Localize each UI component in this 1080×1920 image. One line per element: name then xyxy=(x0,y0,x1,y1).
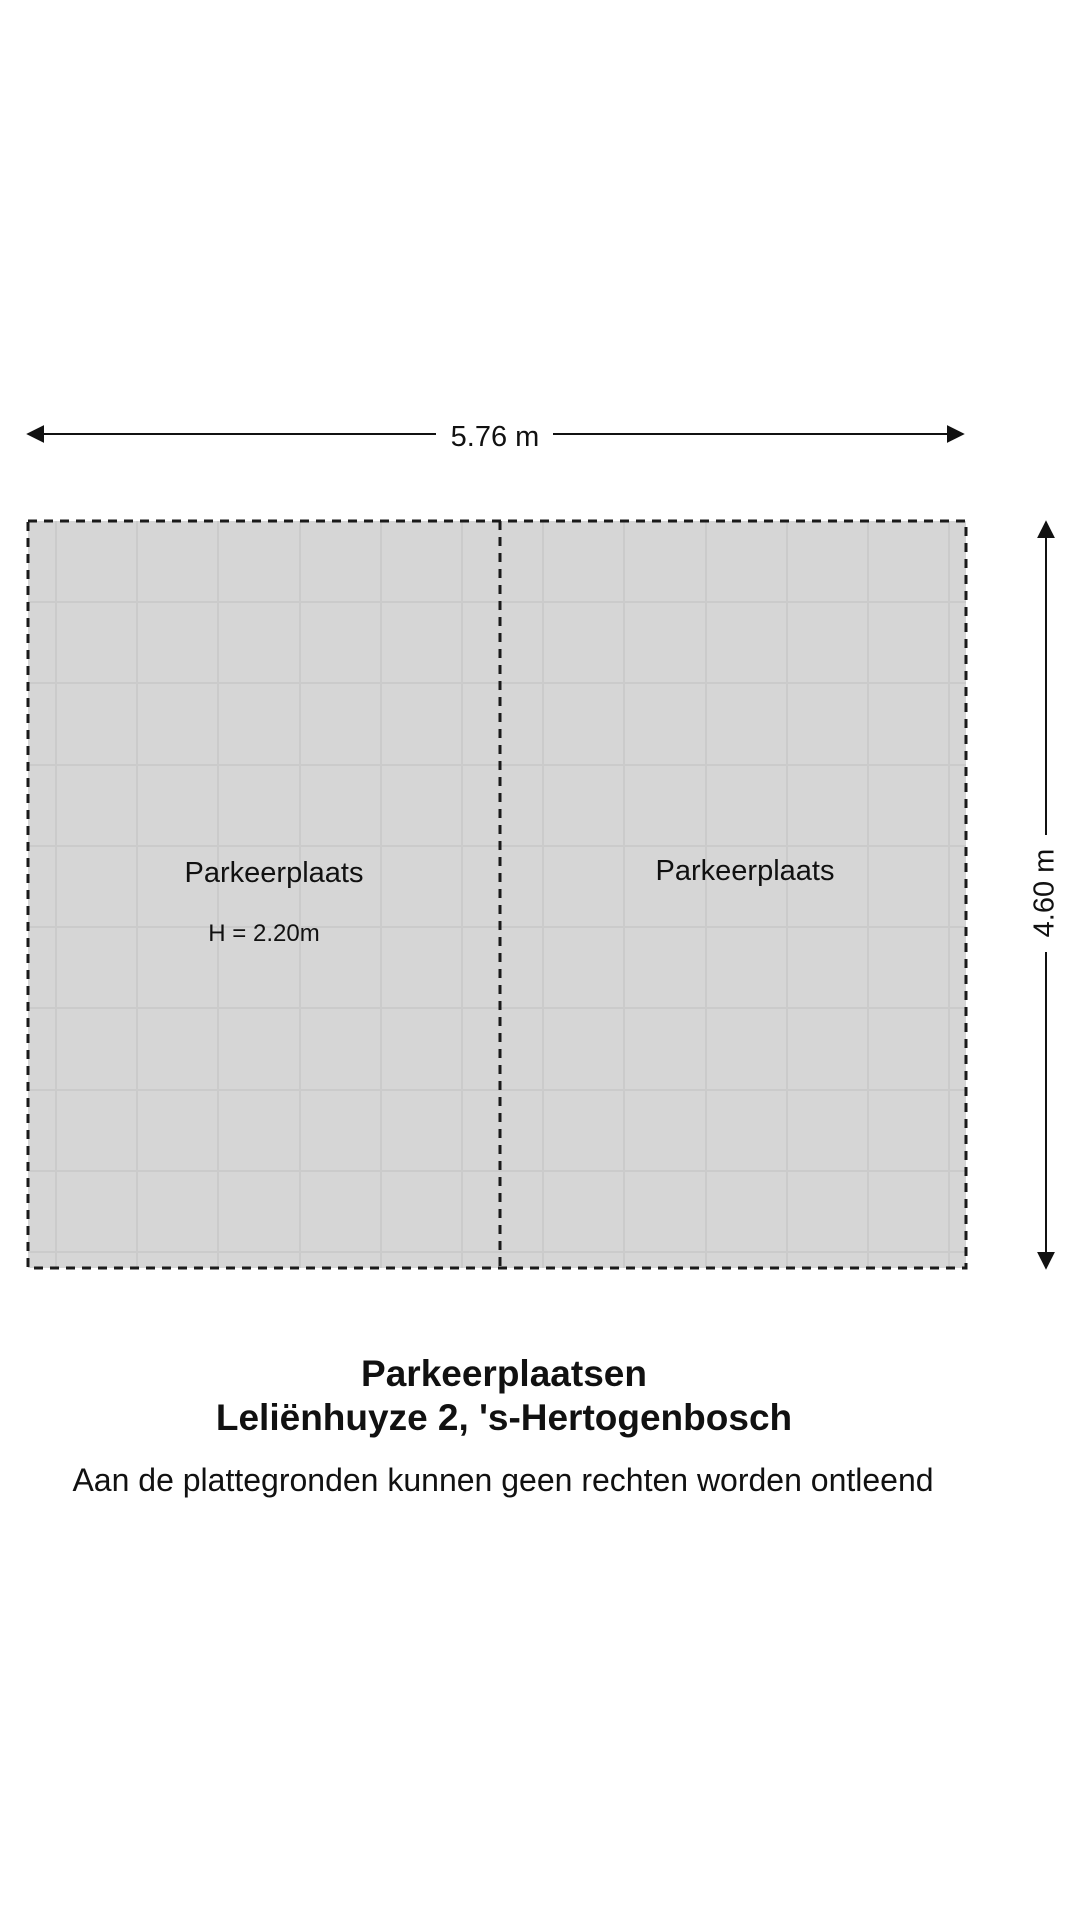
outer-boundary xyxy=(26,519,968,1270)
floor-tiles xyxy=(28,521,966,1268)
plan-disclaimer: Aan de plattegronden kunnen geen rechten… xyxy=(72,1462,934,1498)
room-height-note: H = 2.20m xyxy=(208,920,319,947)
plan-address: Leliënhuyze 2, 's-Hertogenbosch xyxy=(215,1397,793,1438)
room-label: Parkeerplaats xyxy=(656,855,835,887)
room-parking-right: Parkeerplaats xyxy=(656,855,835,887)
width-dimension: 5.76 m xyxy=(26,421,965,453)
height-dimension-label: 4.60 m xyxy=(1029,849,1061,938)
parking-boundaries xyxy=(26,519,968,1270)
room-parking-left: Parkeerplaats H = 2.20m xyxy=(185,857,364,947)
room-label: Parkeerplaats xyxy=(185,857,364,889)
height-dimension: 4.60 m xyxy=(1029,520,1061,1270)
floor-area xyxy=(28,521,966,1268)
plan-title: Parkeerplaatsen xyxy=(361,1353,647,1394)
width-dimension-label: 5.76 m xyxy=(451,421,540,453)
